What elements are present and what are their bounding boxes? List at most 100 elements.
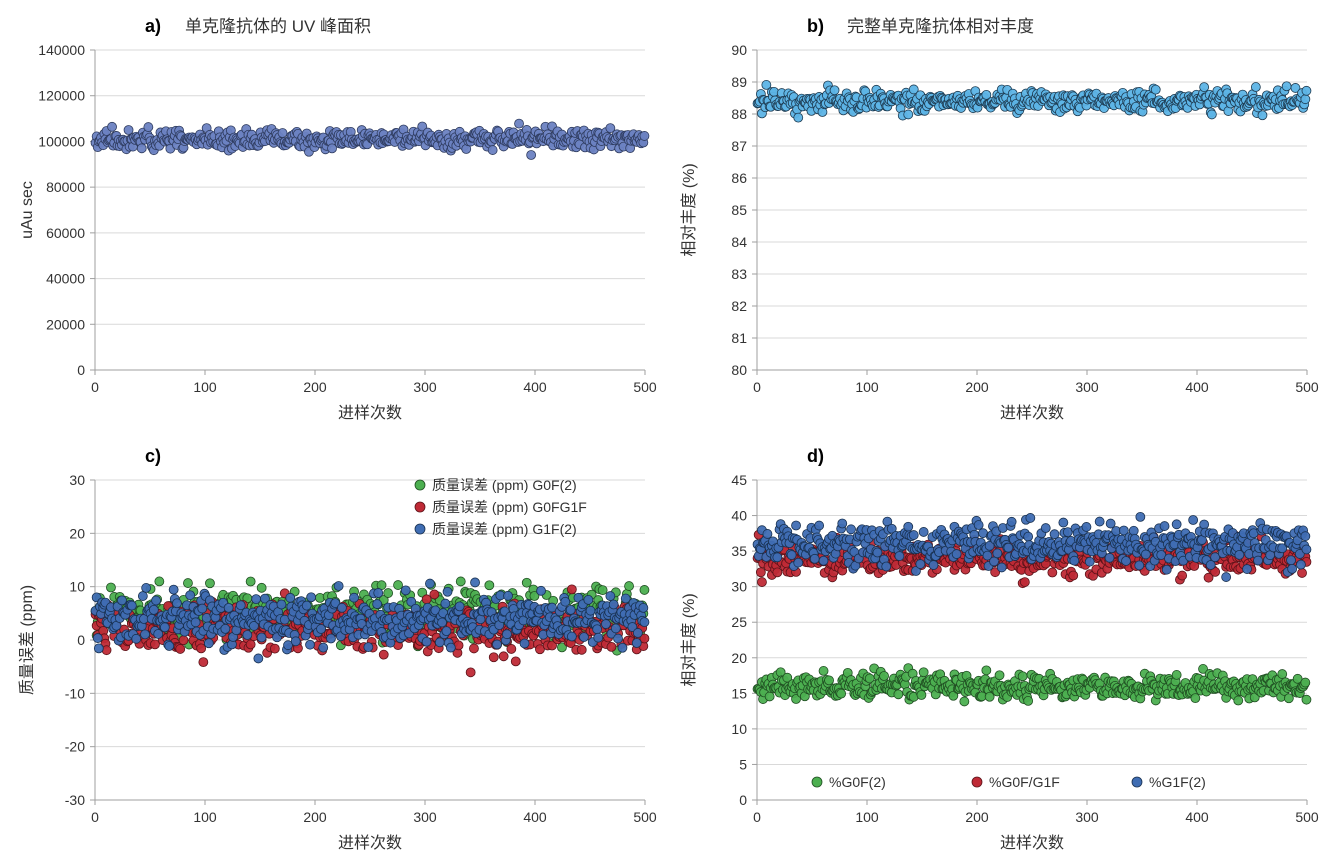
data-point (197, 644, 206, 653)
data-point (435, 638, 444, 647)
data-point (142, 583, 151, 592)
ytick-label: 85 (731, 202, 747, 218)
panel-c: 0100200300400500-30-20-100102030进样次数质量误差… (10, 440, 662, 860)
data-point (903, 110, 912, 119)
ytick-label: 81 (731, 330, 747, 346)
data-point (989, 557, 998, 566)
data-point (364, 643, 373, 652)
data-point (640, 585, 649, 594)
data-point (1286, 556, 1295, 565)
data-point (507, 644, 516, 653)
chart-grid: 0100200300400500020000400006000080000100… (0, 0, 1333, 865)
data-point (1018, 672, 1027, 681)
data-point (1135, 512, 1144, 521)
data-point (793, 113, 802, 122)
data-point (504, 591, 513, 600)
data-point (1188, 516, 1197, 525)
data-point (579, 633, 588, 642)
data-point (379, 650, 388, 659)
data-point (981, 666, 990, 675)
data-point (1297, 568, 1306, 577)
data-point (625, 582, 634, 591)
data-point (872, 548, 881, 557)
ytick-label: 40000 (46, 271, 85, 287)
data-point (791, 521, 800, 530)
ytick-label: 90 (731, 42, 747, 58)
data-point (756, 568, 765, 577)
data-point (1047, 568, 1056, 577)
data-point (952, 550, 961, 559)
data-point (527, 150, 536, 159)
data-point (106, 583, 115, 592)
xtick-label: 400 (523, 379, 547, 395)
ytick-label: 45 (731, 472, 747, 488)
data-point (594, 633, 603, 642)
ytick-label: 15 (731, 685, 747, 701)
data-point (1277, 670, 1286, 679)
data-point (997, 563, 1006, 572)
data-point (179, 636, 188, 645)
xtick-label: 200 (965, 379, 989, 395)
data-point (903, 522, 912, 531)
data-point (1253, 556, 1262, 565)
ytick-label: 20000 (46, 316, 85, 332)
data-point (959, 697, 968, 706)
legend-marker (1132, 777, 1142, 787)
data-point (1199, 520, 1208, 529)
data-point (1003, 543, 1012, 552)
data-point (814, 521, 823, 530)
data-point (169, 585, 178, 594)
ytick-label: 87 (731, 138, 747, 154)
panel-title: 完整单克隆抗体相对丰度 (847, 17, 1034, 36)
data-point (919, 527, 928, 536)
data-point (1134, 561, 1143, 570)
xtick-label: 500 (633, 379, 657, 395)
data-point (425, 579, 434, 588)
data-point (154, 629, 163, 638)
data-point (456, 577, 465, 586)
data-point (1282, 82, 1291, 91)
data-point (224, 603, 233, 612)
y-axis-label: 质量误差 (ppm) (18, 585, 36, 695)
data-point (1081, 522, 1090, 531)
data-point (916, 691, 925, 700)
data-point (1069, 556, 1078, 565)
data-point (246, 577, 255, 586)
data-point (819, 666, 828, 675)
data-point (1020, 578, 1029, 587)
xtick-label: 500 (633, 809, 657, 825)
data-point (1207, 110, 1216, 119)
panel-d: 0100200300400500051015202530354045进样次数相对… (672, 440, 1324, 860)
data-point (499, 652, 508, 661)
data-point (1151, 85, 1160, 94)
data-point (772, 568, 781, 577)
data-point (422, 637, 431, 646)
x-axis-label: 进样次数 (338, 834, 402, 852)
ytick-label: 10 (69, 579, 85, 595)
legend-label: 质量误差 (ppm) G1F(2) (432, 521, 577, 537)
panel-title: 单克隆抗体的 UV 峰面积 (185, 17, 371, 36)
xtick-label: 300 (1075, 379, 1099, 395)
data-point (466, 668, 475, 677)
xtick-label: 500 (1295, 379, 1319, 395)
data-point (257, 583, 266, 592)
ytick-label: 82 (731, 298, 747, 314)
data-point (1296, 560, 1305, 569)
legend-label: 质量误差 (ppm) G0F(2) (432, 477, 577, 493)
xtick-label: 300 (413, 809, 437, 825)
data-point (152, 596, 161, 605)
x-axis-label: 进样次数 (999, 404, 1063, 422)
data-point (488, 146, 497, 155)
xtick-label: 400 (1185, 379, 1209, 395)
data-point (995, 671, 1004, 680)
data-point (246, 640, 255, 649)
data-point (1121, 557, 1130, 566)
xtick-label: 0 (91, 809, 99, 825)
legend-label: %G1F(2) (1149, 774, 1206, 790)
data-point (567, 632, 576, 641)
xtick-label: 500 (1295, 809, 1319, 825)
ytick-label: 84 (731, 234, 747, 250)
data-point (286, 593, 295, 602)
data-point (165, 641, 174, 650)
data-point (443, 587, 452, 596)
